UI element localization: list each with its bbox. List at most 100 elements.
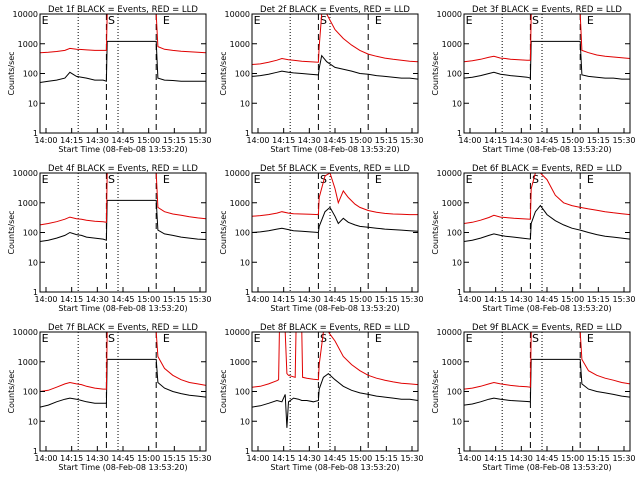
chart-title: Det 2f BLACK = Events, RED = LLD [260,5,410,15]
series-events-line [40,199,206,242]
marker-label: S [108,332,115,345]
x-tick-label: 15:00 [137,454,160,463]
series-group [252,14,418,80]
marker-label: E [163,14,170,27]
y-tick-label: 10000 [225,10,250,19]
x-tick-label: 14:30 [510,295,533,304]
y-tick-label: 10 [28,417,38,426]
y-tick-label: 10 [28,258,38,267]
chart-title: Det 6f BLACK = Events, RED = LLD [472,164,622,174]
x-tick-label: 15:15 [163,136,186,145]
y-tick-label: 10 [452,258,462,267]
x-tick-label: 15:30 [612,295,635,304]
y-tick-label: 10000 [437,169,462,178]
x-axis-label: Start Time (08-Feb-08 13:53:20) [482,463,611,472]
series-events-line [40,40,206,83]
x-tick-label: 14:45 [323,295,346,304]
marker-label: E [466,14,473,27]
x-tick-label: 15:00 [137,295,160,304]
marker-label: E [466,332,473,345]
x-axis-label: Start Time (08-Feb-08 13:53:20) [270,304,399,313]
plot-frame [251,13,419,134]
x-tick-label: 14:30 [86,136,109,145]
x-tick-label: 15:00 [561,136,584,145]
series-events-line [464,358,630,406]
x-tick-label: 14:15 [272,295,295,304]
y-axis-label: Counts/sec [7,369,16,413]
x-tick-label: 15:15 [587,136,610,145]
marker-label: E [42,14,49,27]
series-events-line [252,372,418,428]
chart-title: Det 4f BLACK = Events, RED = LLD [48,164,198,174]
y-tick-label: 1 [33,447,38,456]
plot-frame [39,331,207,452]
y-tick-label: 100 [23,70,38,79]
x-tick-label: 14:30 [510,136,533,145]
x-tick-label: 14:45 [323,136,346,145]
x-tick-label: 15:15 [163,295,186,304]
x-tick-label: 15:30 [400,136,423,145]
x-axis-label: Start Time (08-Feb-08 13:53:20) [482,145,611,154]
y-tick-label: 100 [235,70,250,79]
x-axis-label: Start Time (08-Feb-08 13:53:20) [58,463,187,472]
y-axis-label: Counts/sec [219,210,228,254]
marker-label: E [375,332,382,345]
x-tick-label: 15:15 [375,136,398,145]
x-tick-label: 15:00 [561,454,584,463]
x-tick-label: 15:00 [349,295,372,304]
y-tick-label: 100 [447,388,462,397]
x-tick-label: 14:45 [111,136,134,145]
x-tick-label: 14:00 [246,454,269,463]
x-tick-label: 15:00 [349,136,372,145]
x-tick-label: 14:15 [484,454,507,463]
plot-frame [39,172,207,293]
x-tick-label: 15:30 [188,295,211,304]
x-tick-label: 14:45 [535,295,558,304]
plot-frame [251,331,419,452]
x-tick-label: 15:30 [400,454,423,463]
plot-frame [39,13,207,134]
y-tick-label: 100 [235,229,250,238]
marker-label: E [375,173,382,186]
x-axis-label: Start Time (08-Feb-08 13:53:20) [58,145,187,154]
marker-label: E [587,173,594,186]
y-axis-label: Counts/sec [219,369,228,413]
x-tick-label: 14:30 [86,454,109,463]
series-lld-line [40,332,206,392]
y-tick-label: 1000 [230,40,250,49]
series-group [40,332,206,408]
x-axis-label: Start Time (08-Feb-08 13:53:20) [58,304,187,313]
y-tick-label: 10 [240,99,250,108]
y-axis-label: Counts/sec [431,210,440,254]
series-group [40,173,206,242]
series-lld-line [40,173,206,226]
marker-label: E [163,332,170,345]
series-events-line [464,40,630,80]
x-tick-label: 15:15 [375,295,398,304]
series-lld-line [464,14,630,63]
y-tick-label: 10 [28,99,38,108]
plot-frame [463,172,631,293]
x-tick-label: 15:30 [612,454,635,463]
y-tick-label: 100 [235,388,250,397]
x-tick-label: 14:45 [111,454,134,463]
chart-title: Det 7f BLACK = Events, RED = LLD [48,323,198,333]
series-group [252,332,418,428]
x-tick-label: 14:00 [246,136,269,145]
y-tick-label: 1000 [18,358,38,367]
x-tick-label: 15:15 [375,454,398,463]
x-tick-label: 14:00 [458,295,481,304]
chart-title: Det 3f BLACK = Events, RED = LLD [472,5,622,15]
x-tick-label: 14:00 [34,295,57,304]
x-tick-label: 15:30 [188,136,211,145]
x-tick-label: 14:15 [272,136,295,145]
x-tick-label: 14:30 [298,295,321,304]
y-tick-label: 1 [457,288,462,297]
marker-label: E [466,173,473,186]
y-tick-label: 10000 [437,328,462,337]
